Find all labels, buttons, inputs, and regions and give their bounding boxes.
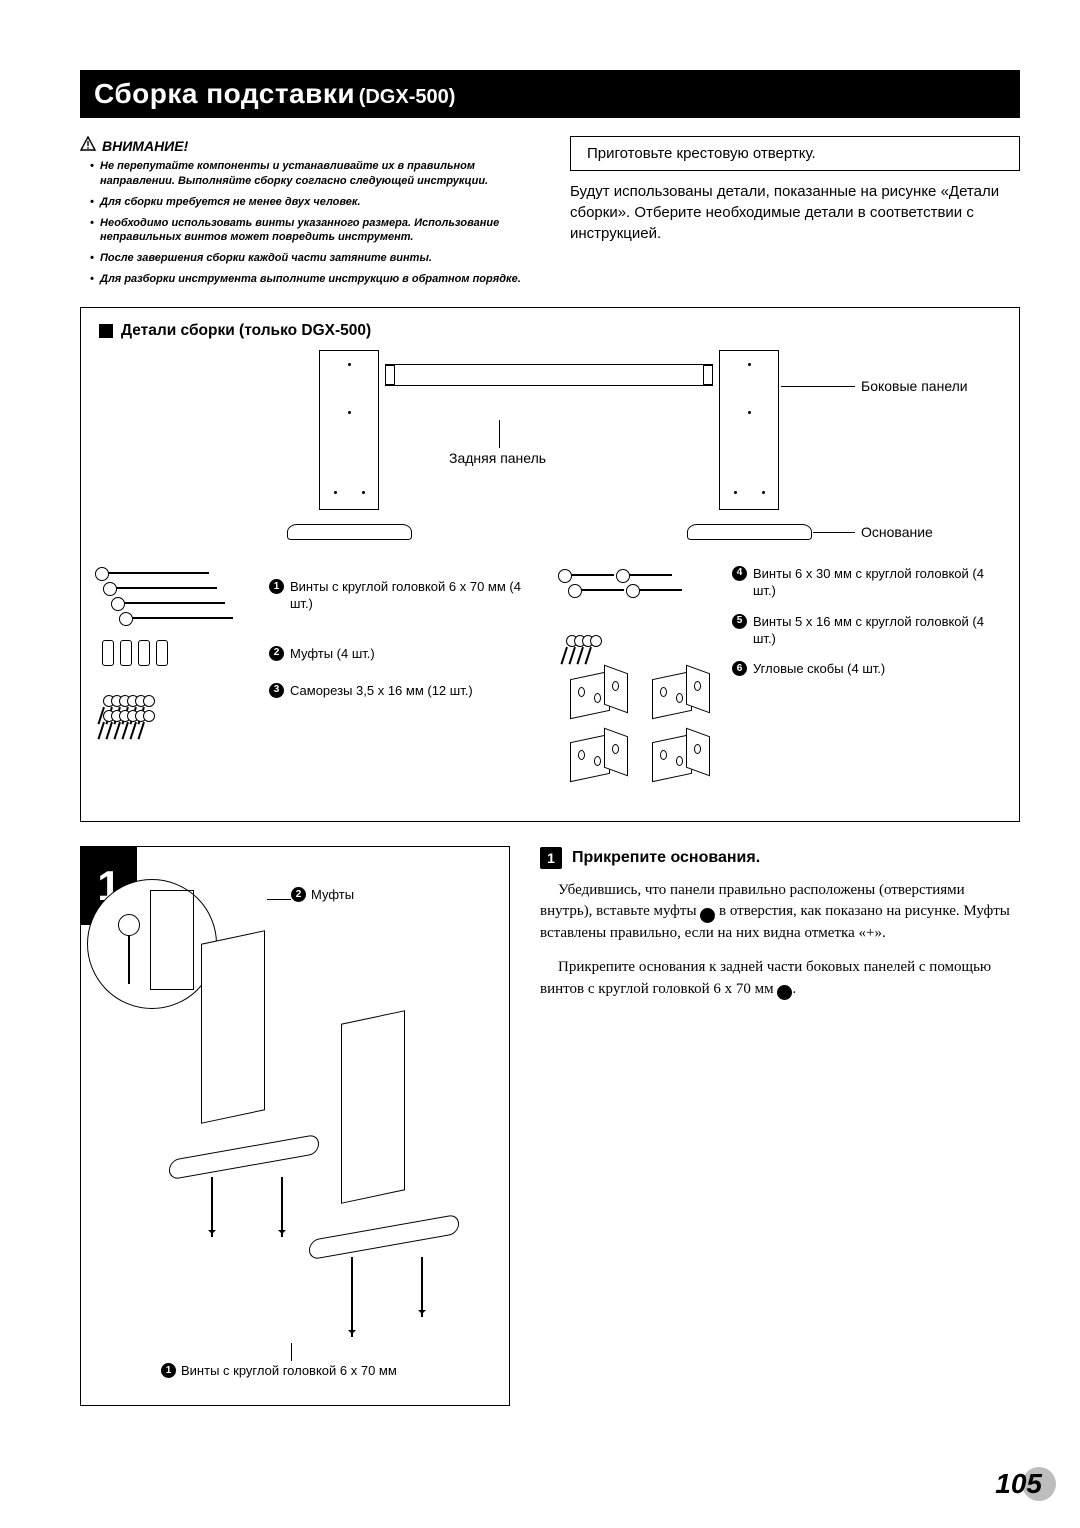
part-ref-1-inline: 1 bbox=[777, 985, 792, 1000]
part-desc: Угловые скобы (4 шт.) bbox=[753, 661, 885, 678]
prepare-box: Приготовьте крестовую отвертку. bbox=[570, 136, 1020, 171]
base-left-drawing bbox=[287, 524, 412, 540]
step1-paragraph-1: Убедившись, что панели правильно располо… bbox=[540, 880, 1020, 945]
intro-block: Приготовьте крестовую отвертку. Будут ис… bbox=[570, 136, 1020, 293]
callout-text: Винты с круглой головкой 6 x 70 мм bbox=[181, 1363, 397, 1378]
part-number-1: 1 bbox=[269, 579, 284, 594]
caution-item: Для сборки требуется не менее двух челов… bbox=[90, 195, 530, 210]
caution-list: Не перепутайте компоненты и устанавливай… bbox=[80, 159, 530, 287]
caution-block: ВНИМАНИЕ! Не перепутайте компоненты и ус… bbox=[80, 136, 530, 293]
callout-screws: 1 Винты с круглой головкой 6 x 70 мм bbox=[161, 1363, 397, 1378]
leader-line bbox=[267, 899, 291, 900]
zoom-circle bbox=[87, 879, 217, 1009]
title-main: Сборка подставки bbox=[94, 78, 355, 109]
parts-art-screws-30 bbox=[562, 568, 722, 598]
parts-row: 5 Винты 5 x 16 мм с круглой головкой (4 ш… bbox=[562, 614, 1001, 648]
side-panel-right-drawing bbox=[719, 350, 779, 510]
label-rear-panel: Задняя панель bbox=[449, 450, 546, 466]
parts-row: 2 Муфты (4 шт.) bbox=[99, 640, 538, 669]
parts-title: Детали сборки (только DGX-500) bbox=[99, 322, 1001, 340]
parts-art-tapscrews bbox=[99, 683, 259, 713]
step1-title: Прикрепите основания. bbox=[572, 846, 760, 869]
rear-panel-drawing bbox=[385, 364, 713, 386]
caution-item: Для разборки инструмента выполните инстр… bbox=[90, 272, 530, 287]
step1-heading: 1 Прикрепите основания. bbox=[540, 846, 1020, 869]
warning-icon bbox=[80, 136, 96, 155]
step1-figure: 1 2 Муфты 1 Винты с круглой головкой 6 x… bbox=[80, 846, 510, 1406]
caution-item: Не перепутайте компоненты и устанавливай… bbox=[90, 159, 530, 189]
part-ref-1: 1 bbox=[161, 1363, 176, 1378]
part-number-3: 3 bbox=[269, 683, 284, 698]
parts-row: 3 Саморезы 3,5 x 16 мм (12 шт.) bbox=[99, 683, 538, 713]
leader-line bbox=[499, 420, 500, 448]
base-right-drawing bbox=[687, 524, 812, 540]
parts-box: Детали сборки (только DGX-500) Задняя па… bbox=[80, 307, 1020, 823]
caution-item: Необходимо использовать винты указанного… bbox=[90, 216, 530, 246]
parts-title-text: Детали сборки (только DGX-500) bbox=[121, 322, 371, 340]
parts-row: 6 Угловые скобы (4 шт.) bbox=[562, 661, 1001, 787]
part-desc: Винты 6 x 30 мм с круглой головкой (4 шт… bbox=[753, 566, 1001, 600]
parts-lower: 1 Винты с круглой головкой 6 x 70 мм (4 ш… bbox=[99, 566, 1001, 802]
text-run: . bbox=[792, 981, 796, 997]
part-number-2: 2 bbox=[269, 646, 284, 661]
caution-heading-text: ВНИМАНИЕ! bbox=[102, 138, 188, 154]
step-row: 1 2 Муфты 1 Винты с круглой головкой 6 x… bbox=[80, 846, 1020, 1406]
step1-exploded-drawing: 2 Муфты 1 Винты с круглой головкой 6 x 7… bbox=[91, 857, 499, 1395]
side-panel-left-drawing bbox=[319, 350, 379, 510]
side-panel-drawing bbox=[341, 1011, 405, 1205]
step1-text: 1 Прикрепите основания. Убедившись, что … bbox=[540, 846, 1020, 1406]
parts-art-screws-16 bbox=[562, 623, 722, 638]
page-number: 105 bbox=[995, 1468, 1042, 1500]
label-base: Основание bbox=[861, 524, 933, 540]
step-bullet: 1 bbox=[540, 847, 562, 869]
caution-item: После завершения сборки каждой части зат… bbox=[90, 251, 530, 266]
leader-line bbox=[291, 1343, 292, 1361]
title-sub: (DGX-500) bbox=[359, 86, 456, 108]
parts-row: 1 Винты с круглой головкой 6 x 70 мм (4 ш… bbox=[99, 566, 538, 626]
parts-upper-diagram: Задняя панель Боковые панели Основание bbox=[99, 350, 1001, 550]
side-panel-drawing bbox=[201, 931, 265, 1125]
parts-art-sleeves bbox=[99, 640, 259, 669]
base-drawing bbox=[169, 1134, 319, 1180]
callout-text: Муфты bbox=[311, 887, 354, 902]
part-desc: Винты 5 x 16 мм с круглой головкой (4 шт… bbox=[753, 614, 1001, 648]
part-desc: Муфты (4 шт.) bbox=[290, 646, 375, 663]
leader-line bbox=[781, 386, 855, 387]
part-number-4: 4 bbox=[732, 566, 747, 581]
parts-art-brackets bbox=[562, 661, 722, 787]
top-row: ВНИМАНИЕ! Не перепутайте компоненты и ус… bbox=[80, 136, 1020, 293]
parts-col-left: 1 Винты с круглой головкой 6 x 70 мм (4 ш… bbox=[99, 566, 538, 802]
text-run: Прикрепите основания к задней части боко… bbox=[540, 959, 991, 997]
part-ref-2-inline: 2 bbox=[700, 908, 715, 923]
part-number-5: 5 bbox=[732, 614, 747, 629]
part-desc: Саморезы 3,5 x 16 мм (12 шт.) bbox=[290, 683, 473, 700]
leader-line bbox=[813, 532, 855, 533]
part-desc: Винты с круглой головкой 6 x 70 мм (4 шт… bbox=[290, 579, 538, 613]
part-ref-2: 2 bbox=[291, 887, 306, 902]
step1-paragraph-2: Прикрепите основания к задней части боко… bbox=[540, 957, 1020, 1001]
title-bar: Сборка подставки (DGX-500) bbox=[80, 70, 1020, 118]
part-number-6: 6 bbox=[732, 661, 747, 676]
caution-heading: ВНИМАНИЕ! bbox=[80, 136, 530, 155]
parts-col-right: 4 Винты 6 x 30 мм с круглой головкой (4 ш… bbox=[562, 566, 1001, 802]
intro-text: Будут использованы детали, показанные на… bbox=[570, 181, 1020, 244]
callout-sleeves: 2 Муфты bbox=[291, 887, 354, 902]
label-side-panels: Боковые панели bbox=[861, 378, 968, 394]
parts-art-screws-long bbox=[99, 566, 259, 626]
parts-row: 4 Винты 6 x 30 мм с круглой головкой (4 ш… bbox=[562, 566, 1001, 600]
base-drawing bbox=[309, 1214, 459, 1260]
